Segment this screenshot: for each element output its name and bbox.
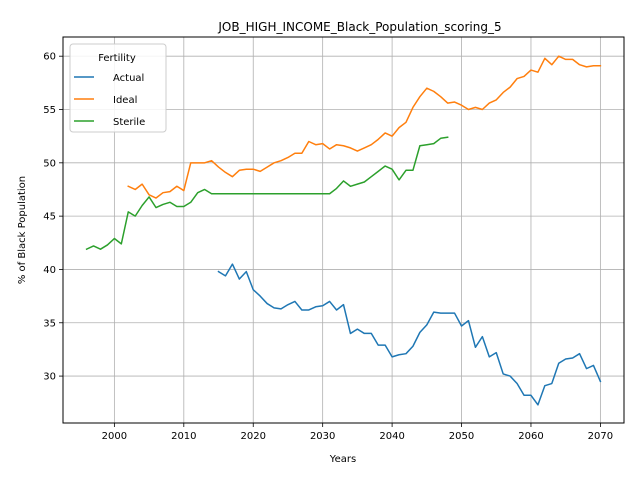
y-tick-label: 30 bbox=[43, 372, 56, 383]
y-axis-label: % of Black Population bbox=[17, 176, 28, 284]
y-tick-label: 35 bbox=[43, 318, 56, 329]
x-tick-label: 2060 bbox=[518, 431, 543, 442]
legend-label-actual: Actual bbox=[113, 73, 144, 84]
legend-label-sterile: Sterile bbox=[113, 117, 145, 128]
y-tick-label: 55 bbox=[43, 105, 56, 116]
x-tick-label: 2040 bbox=[379, 431, 404, 442]
legend-title: Fertility bbox=[98, 53, 136, 64]
x-axis-label: Years bbox=[329, 454, 356, 465]
y-tick-label: 60 bbox=[43, 52, 56, 63]
x-tick-label: 2070 bbox=[588, 431, 613, 442]
y-tick-label: 45 bbox=[43, 212, 56, 223]
y-tick-label: 40 bbox=[43, 265, 56, 276]
legend-label-ideal: Ideal bbox=[113, 95, 137, 106]
x-tick-label: 2030 bbox=[310, 431, 335, 442]
x-tick-label: 2010 bbox=[171, 431, 196, 442]
x-tick-label: 2020 bbox=[241, 431, 266, 442]
y-tick-label: 50 bbox=[43, 158, 56, 169]
x-tick-label: 2050 bbox=[449, 431, 474, 442]
chart-title: JOB_HIGH_INCOME_Black_Population_scoring… bbox=[217, 20, 501, 34]
legend: Fertility Actual Ideal Sterile bbox=[70, 44, 166, 132]
x-tick-label: 2000 bbox=[102, 431, 127, 442]
